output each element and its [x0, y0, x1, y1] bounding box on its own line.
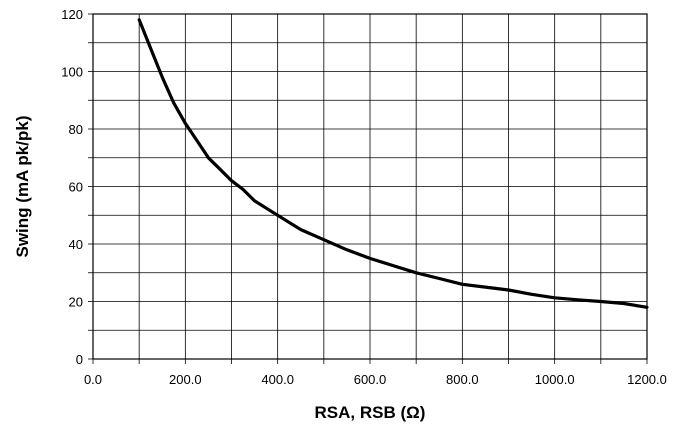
x-tick-label: 0.0 [84, 372, 102, 387]
plot-frame [92, 13, 648, 360]
grid [88, 13, 648, 364]
x-tick-label: 1000.0 [535, 372, 575, 387]
x-tick-label: 1200.0 [627, 372, 667, 387]
y-tick-label: 40 [69, 237, 83, 252]
y-tick-label: 100 [61, 65, 83, 80]
y-tick-label: 120 [61, 7, 83, 22]
y-tick-label: 60 [69, 180, 83, 195]
x-tick-label: 200.0 [169, 372, 202, 387]
x-axis-label: RSA, RSB (Ω) [315, 403, 426, 422]
x-tick-label: 600.0 [354, 372, 387, 387]
y-tick-label: 80 [69, 122, 83, 137]
x-tick-labels: 0.0 200.0 400.0 600.0 800.0 1000.0 1200.0 [84, 372, 667, 387]
y-axis-label: Swing (mA pk/pk) [13, 116, 32, 258]
x-tick-label: 800.0 [446, 372, 479, 387]
y-tick-label: 0 [76, 352, 83, 367]
y-tick-label: 20 [69, 295, 83, 310]
x-tick-label: 400.0 [261, 372, 294, 387]
series-line [137, 18, 649, 309]
y-tick-labels: 0 20 40 60 80 100 120 [61, 7, 83, 367]
